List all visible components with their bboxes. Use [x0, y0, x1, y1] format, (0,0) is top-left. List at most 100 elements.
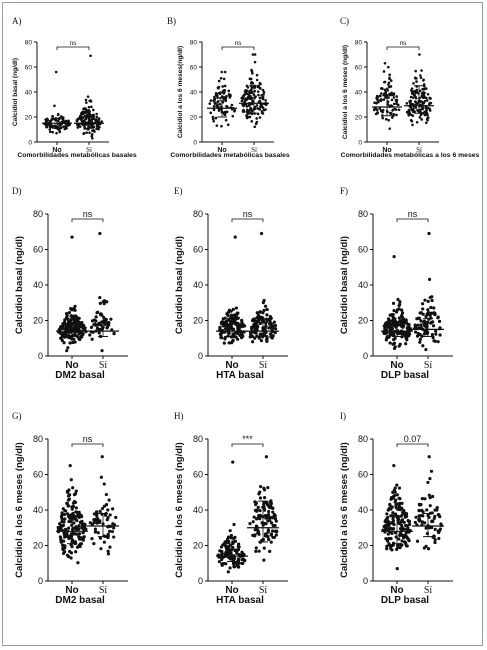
- data-point: [269, 521, 274, 525]
- x-axis-title: Comorbilidades metabólicas basales: [170, 152, 290, 159]
- data-point: [269, 533, 273, 537]
- data-point: [420, 69, 423, 72]
- data-point: [223, 327, 228, 331]
- y-tick-label: 0: [363, 351, 368, 361]
- data-point: [76, 561, 80, 565]
- data-point: [388, 73, 391, 77]
- panel-label: C): [340, 16, 349, 26]
- data-point: [417, 508, 421, 513]
- data-point: [379, 92, 383, 95]
- data-point: [251, 99, 254, 103]
- data-point: [240, 557, 244, 562]
- data-point: [67, 488, 71, 492]
- data-point: [253, 533, 257, 537]
- data-point: [259, 82, 262, 86]
- data-point: [228, 529, 232, 533]
- y-axis-title: Calcidiol a los 6 meses (ng/dl): [342, 45, 349, 139]
- data-point: [387, 81, 391, 85]
- plot-area: 0 20 40 60 80 No Sí Calcidiol a los 6 meses(ng/…: [170, 39, 290, 159]
- data-point: [244, 97, 247, 100]
- data-point: [430, 519, 434, 523]
- data-point: [422, 101, 426, 105]
- data-point: [250, 327, 254, 331]
- data-point: [395, 113, 398, 117]
- data-point: [220, 556, 224, 560]
- data-point: [269, 501, 273, 506]
- data-point: [94, 118, 98, 121]
- data-point: [414, 96, 418, 100]
- data-point: [400, 501, 404, 506]
- data-point: [88, 333, 92, 337]
- data-point: [261, 97, 265, 101]
- data-point: [63, 527, 68, 531]
- data-point: [412, 93, 416, 96]
- data-point: [82, 119, 86, 123]
- data-point: [437, 536, 441, 541]
- data-point: [224, 320, 228, 324]
- y-tick-label: 80: [358, 209, 368, 219]
- significance-label: ns: [400, 40, 408, 47]
- data-point: [391, 511, 395, 515]
- data-point: [427, 116, 430, 119]
- data-point: [82, 124, 86, 127]
- data-point: [419, 113, 423, 117]
- data-point: [398, 300, 402, 304]
- data-point: [426, 480, 430, 485]
- data-point: [383, 61, 387, 65]
- data-point: [75, 316, 80, 320]
- data-point: [266, 485, 270, 490]
- y-tick-label: 60: [190, 64, 198, 71]
- data-point: [248, 94, 252, 98]
- significance-label: ns: [83, 434, 93, 444]
- data-point: [257, 549, 261, 553]
- data-point: [411, 96, 415, 99]
- data-point: [223, 316, 227, 320]
- data-point: [401, 325, 405, 329]
- data-point: [433, 527, 437, 531]
- significance-label: ns: [408, 209, 418, 219]
- x-axis-title: HTA basal: [216, 370, 264, 381]
- data-point: [89, 118, 92, 121]
- data-point: [263, 304, 268, 308]
- data-point: [422, 88, 425, 91]
- data-point: [424, 526, 428, 530]
- data-point: [260, 93, 263, 97]
- significance-label: ns: [243, 209, 253, 219]
- data-point: [258, 86, 262, 90]
- data-point: [59, 528, 63, 532]
- data-point: [233, 548, 237, 553]
- data-point: [388, 111, 392, 115]
- data-point: [227, 89, 231, 93]
- data-point: [395, 502, 399, 506]
- data-point: [60, 511, 64, 515]
- x-axis-title: HTA basal: [216, 595, 264, 606]
- data-point: [231, 536, 236, 540]
- plot-area: 0 20 40 60 80 No Sí Calcidiol basal (ng/dl) Como…: [12, 39, 137, 159]
- data-point: [389, 104, 393, 107]
- data-point: [67, 497, 72, 501]
- data-point: [221, 85, 224, 88]
- data-point: [73, 308, 77, 312]
- data-point: [386, 110, 389, 114]
- y-tick-label: 80: [193, 434, 203, 444]
- data-point: [378, 107, 382, 110]
- data-point: [104, 317, 108, 322]
- data-point: [261, 311, 265, 315]
- data-point: [75, 119, 79, 123]
- data-point: [87, 105, 91, 109]
- data-point: [427, 277, 432, 282]
- data-point: [265, 503, 270, 507]
- data-point: [98, 295, 102, 300]
- data-point: [219, 545, 224, 549]
- data-point: [70, 507, 74, 511]
- data-point: [58, 130, 61, 133]
- y-tick-label: 0: [28, 139, 32, 146]
- data-point: [100, 455, 104, 459]
- data-point: [420, 118, 423, 121]
- data-point: [231, 545, 235, 549]
- data-point: [405, 335, 409, 340]
- data-point: [246, 112, 250, 116]
- data-point: [253, 105, 257, 109]
- data-point: [229, 326, 233, 331]
- data-point: [66, 512, 70, 516]
